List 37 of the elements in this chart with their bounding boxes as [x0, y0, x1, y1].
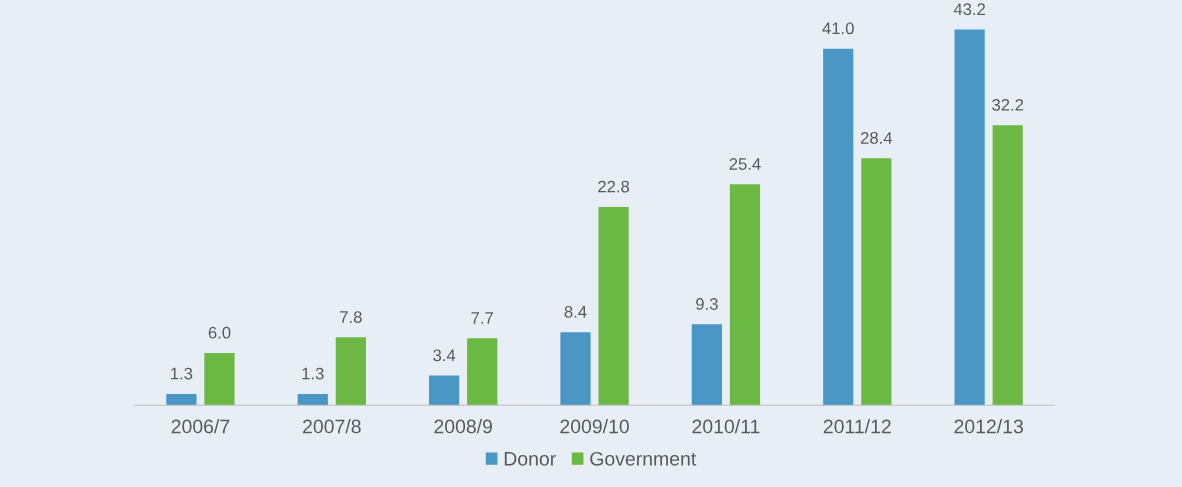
data-label: 22.8: [598, 180, 630, 193]
x-tick-label: 2007/8: [303, 419, 361, 434]
bar: [467, 338, 498, 406]
bar: [429, 375, 460, 406]
data-label: 1.3: [171, 367, 193, 380]
data-label: 32.2: [992, 98, 1024, 111]
data-label: 43.2: [953, 3, 985, 16]
bar: [954, 29, 985, 406]
data-label: 3.4: [433, 349, 456, 362]
data-label: 7.7: [471, 312, 493, 324]
data-label: 7.8: [340, 311, 362, 323]
bar: [598, 206, 629, 406]
bar: [297, 393, 328, 406]
data-label: 8.4: [564, 305, 587, 318]
bar: [560, 332, 591, 406]
bar: [166, 393, 197, 406]
data-label: 41.0: [822, 22, 854, 35]
x-tick-label: 2009/10: [560, 419, 629, 434]
x-tick-label: 2010/11: [692, 419, 760, 434]
data-label: 28.4: [860, 132, 893, 144]
x-tick-label: 2006/7: [171, 419, 230, 434]
bar: [729, 184, 761, 406]
legend-label: Government: [590, 451, 697, 466]
data-label: 6.0: [208, 326, 231, 339]
bar: [992, 125, 1023, 406]
bar: [861, 158, 892, 406]
bar: [691, 324, 722, 406]
bar: [204, 353, 235, 406]
x-tick-label: 2011/12: [823, 419, 891, 434]
data-label: 1.3: [302, 367, 324, 380]
bar: [823, 48, 854, 406]
x-tick-label: 2012/13: [954, 419, 1023, 434]
x-tick-label: 2008/9: [434, 419, 492, 434]
data-label: 25.4: [729, 158, 761, 170]
bar: [335, 337, 366, 406]
data-label: 9.3: [696, 298, 718, 310]
legend-label: Donor: [504, 452, 556, 466]
